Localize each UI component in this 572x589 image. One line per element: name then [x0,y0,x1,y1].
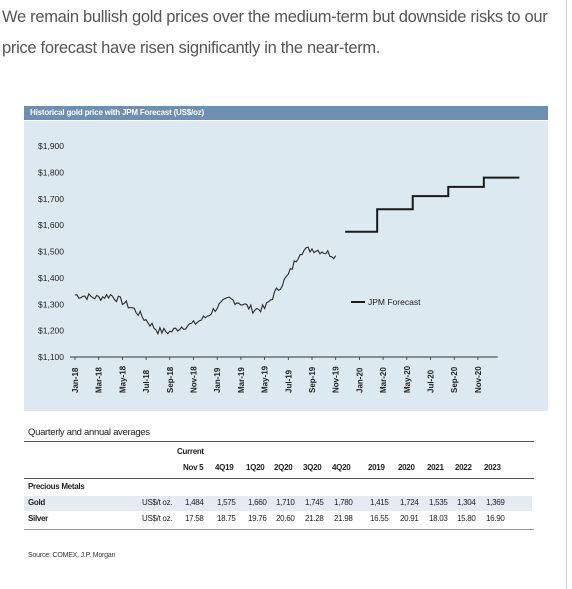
column-header: 2021 [427,463,444,472]
table-cell: 1,415 [370,498,389,507]
legend-label: JPM Forecast [368,297,421,307]
current-header: Current [177,447,204,456]
section-label: Precious Metals [28,482,85,491]
table-cell: 18.03 [429,514,448,523]
column-header: Nov 5 [183,463,204,472]
table-cell: 21.28 [305,514,324,523]
row-name: Gold [28,498,46,507]
x-tick-label: Jul-19 [284,369,293,393]
table-cell: 21.98 [334,514,353,523]
jpm-forecast-line [345,176,520,233]
chart-area: $1,900 $1,800 $1,700 $1,600 $1,500 $1,400 $1,3… [24,121,548,411]
table-cell: 1,535 [429,498,448,507]
y-tick-label: $1,600 [38,220,64,230]
table-cell: 1,710 [276,498,295,507]
table-cell: 20.91 [400,514,419,523]
x-tick-label: Jan-20 [355,367,364,393]
table-cell: 16.90 [486,514,505,523]
gold-price-chart: $1,900 $1,800 $1,700 $1,600 $1,500 $1,400 $1,3… [38,141,520,393]
historical-gold-price-line [74,246,337,336]
x-tick-label: Mar-20 [379,367,388,393]
table-cell: 16.55 [370,514,389,523]
table-cell: 1,745 [305,498,324,507]
x-tick-label: Sep-19 [308,366,317,393]
column-header: 4Q19 [215,463,234,472]
x-tick-label: Sep-20 [450,366,459,393]
x-tick-label: Mar-18 [95,367,104,393]
column-header: 2019 [368,463,385,472]
table-cell: 1,484 [185,498,204,507]
x-tick-label: Jul-20 [427,369,436,393]
column-header: 2023 [484,463,501,472]
row-highlight [24,496,532,511]
table-cell: 1,304 [457,498,476,507]
table-cell: 17.58 [185,514,204,523]
y-tick-label: $1,300 [38,299,64,309]
y-tick-label: $1,900 [38,141,64,151]
chart-title: Historical gold price with JPM Forecast … [24,106,548,120]
x-tick-label: Jul-18 [142,369,151,393]
x-tick-label: Sep-18 [166,366,175,393]
y-tick-label: $1,400 [38,273,64,283]
column-header: 4Q20 [332,463,351,472]
row-unit: US$/t oz. [142,498,173,507]
table-cell: 1,575 [217,498,236,507]
x-tick-label: Mar-19 [237,367,246,393]
table-cell: 18.75 [217,514,236,523]
table-top-rule [24,441,534,442]
y-tick-label: $1,700 [38,194,64,204]
x-tick-label: Nov-20 [474,366,483,393]
row-unit: US$/t oz. [142,514,173,523]
x-tick-label: May-20 [403,365,412,393]
x-tick-label: Jan-18 [71,367,80,393]
table-cell: 1,780 [334,498,353,507]
y-tick-label: $1,800 [38,167,64,177]
table-cell: 1,369 [486,498,505,507]
y-tick-label: $1,200 [38,326,64,336]
x-tick-label: Nov-19 [332,366,341,393]
x-tick-label: May-18 [118,365,127,393]
column-header: 2Q20 [274,463,293,472]
source-note: Source: COMEX, J.P. Morgan [28,552,116,559]
table-cell: 1,660 [248,498,267,507]
column-header: 2020 [398,463,415,472]
x-tick-label: Nov-18 [190,366,199,393]
table-cell: 1,724 [400,498,419,507]
y-tick-label: $1,100 [38,352,64,362]
header-rule [24,478,534,479]
table-cell: 19.76 [248,514,267,523]
right-divider [566,0,567,589]
table-cell: 15.80 [457,514,476,523]
y-tick-label: $1,500 [38,247,64,257]
column-header: 3Q20 [303,463,322,472]
column-header: 1Q20 [246,463,265,472]
row-name: Silver [28,514,48,523]
table-cell: 20.60 [276,514,295,523]
intro-paragraph: We remain bullish gold prices over the m… [2,8,548,57]
x-tick-label: Jan-19 [213,367,222,393]
table-bottom-rule [24,529,534,530]
table-title: Quarterly and annual averages [28,427,150,438]
x-tick-label: May-19 [261,365,270,393]
column-header: 2022 [455,463,472,472]
